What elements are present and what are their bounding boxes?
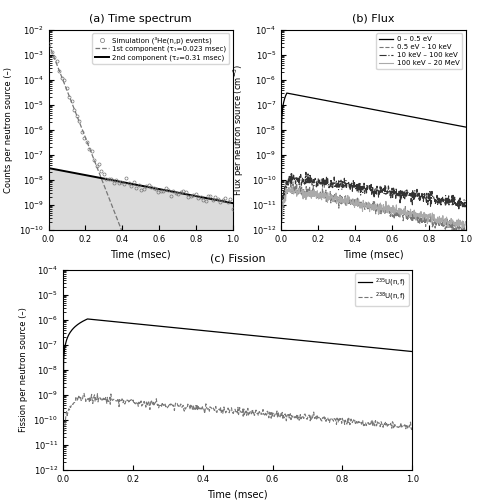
0 – 0.5 eV <box>362 105 367 111</box>
0.5 eV – 10 keV <box>289 179 295 185</box>
10 keV – 100 keV <box>387 193 393 199</box>
10 keV – 100 keV <box>417 196 423 202</box>
100 keV – 20 MeV <box>417 211 423 217</box>
Line: 10 keV – 100 keV: 10 keV – 100 keV <box>281 172 465 233</box>
0.5 eV – 10 keV <box>325 196 331 202</box>
0 – 0.5 eV <box>283 90 289 96</box>
10 keV – 100 keV <box>325 185 331 191</box>
0 – 0.5 eV <box>387 110 393 116</box>
0 – 0.5 eV <box>325 98 331 104</box>
10 keV – 100 keV <box>362 188 367 194</box>
100 keV – 20 MeV <box>362 201 367 207</box>
Title: (a) Time spectrum: (a) Time spectrum <box>89 14 192 24</box>
0 – 0.5 eV <box>311 96 317 102</box>
0 – 0.5 eV <box>401 112 407 118</box>
0.5 eV – 10 keV <box>387 213 393 219</box>
Y-axis label: Flux per neutron source (cm$^{-3}$): Flux per neutron source (cm$^{-3}$) <box>231 64 246 196</box>
100 keV – 20 MeV <box>278 226 284 232</box>
10 keV – 100 keV <box>462 197 468 203</box>
100 keV – 20 MeV <box>325 194 331 200</box>
Title: (b) Flux: (b) Flux <box>351 14 394 24</box>
0 – 0.5 eV <box>462 124 468 130</box>
100 keV – 20 MeV <box>387 205 393 211</box>
Y-axis label: Counts per neutron source (–): Counts per neutron source (–) <box>4 67 14 193</box>
10 keV – 100 keV <box>278 230 284 235</box>
X-axis label: Time (msec): Time (msec) <box>342 250 403 260</box>
Legend: Simulation (³He(n,p) events), 1st component (τ₁=0.023 msec), 2nd component (τ₂=0: Simulation (³He(n,p) events), 1st compon… <box>92 34 229 64</box>
Legend: 0 – 0.5 eV, 0.5 eV – 10 keV, 10 keV – 100 keV, 100 keV – 20 MeV: 0 – 0.5 eV, 0.5 eV – 10 keV, 10 keV – 10… <box>376 34 461 70</box>
Y-axis label: Fission per neutron source (–): Fission per neutron source (–) <box>19 308 28 432</box>
Line: 0.5 eV – 10 keV: 0.5 eV – 10 keV <box>281 182 465 236</box>
0 – 0.5 eV <box>417 116 423 121</box>
X-axis label: Time (msec): Time (msec) <box>110 250 170 260</box>
0.5 eV – 10 keV <box>362 206 367 212</box>
10 keV – 100 keV <box>302 170 308 175</box>
100 keV – 20 MeV <box>311 187 317 193</box>
Line: 0 – 0.5 eV: 0 – 0.5 eV <box>281 93 465 255</box>
X-axis label: Time (msec): Time (msec) <box>207 490 267 500</box>
0 – 0.5 eV <box>278 252 284 258</box>
Title: (c) Fission: (c) Fission <box>210 254 265 264</box>
100 keV – 20 MeV <box>401 207 407 213</box>
10 keV – 100 keV <box>311 178 317 184</box>
Line: 100 keV – 20 MeV: 100 keV – 20 MeV <box>281 188 465 230</box>
10 keV – 100 keV <box>401 196 407 202</box>
0.5 eV – 10 keV <box>462 230 468 236</box>
0.5 eV – 10 keV <box>417 216 423 222</box>
0.5 eV – 10 keV <box>401 210 407 216</box>
0.5 eV – 10 keV <box>278 225 284 231</box>
0.5 eV – 10 keV <box>460 233 466 239</box>
0.5 eV – 10 keV <box>311 194 317 200</box>
Legend: $^{235}$U(n,f), $^{238}$U(n,f): $^{235}$U(n,f), $^{238}$U(n,f) <box>354 274 408 306</box>
100 keV – 20 MeV <box>462 218 468 224</box>
100 keV – 20 MeV <box>289 184 295 190</box>
